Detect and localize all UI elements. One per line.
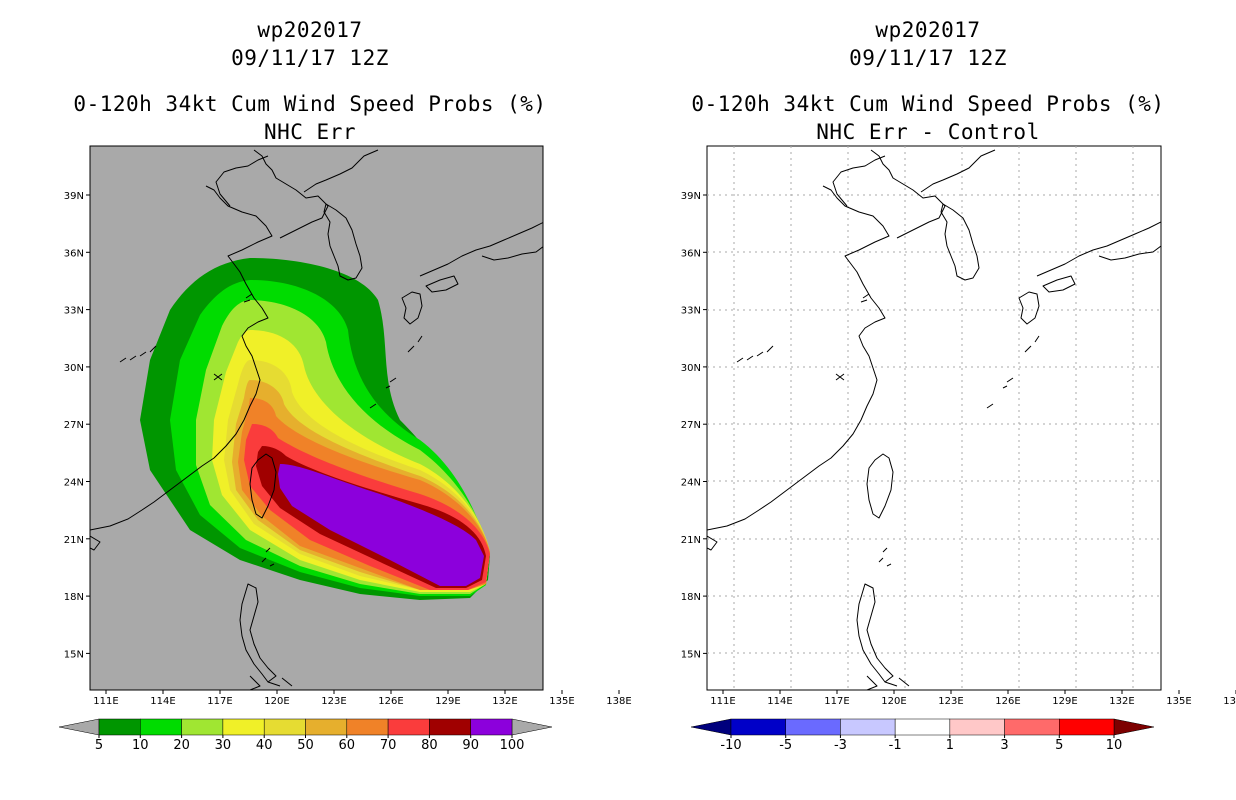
right-colorbar-swatch bbox=[894, 718, 951, 736]
right-graticule bbox=[707, 146, 1161, 690]
left-lat-label: 24N bbox=[64, 478, 84, 489]
left-title-product: 0-120h 34kt Cum Wind Speed Probs (%) bbox=[73, 92, 547, 116]
right-colorbar-label: 3 bbox=[1000, 738, 1008, 753]
left-colorbar-swatch bbox=[429, 718, 471, 736]
right-colorbar-high-arrow bbox=[1113, 718, 1155, 736]
left-lat-label: 33N bbox=[64, 306, 84, 317]
right-lon-label: 132E bbox=[1109, 696, 1134, 707]
left-probability-swath bbox=[90, 149, 543, 690]
left-title-model: NHC Err bbox=[263, 120, 356, 144]
left-lon-label: 126E bbox=[378, 696, 403, 707]
left-lat-label: 39N bbox=[64, 191, 84, 202]
left-lon-label: 114E bbox=[150, 696, 175, 707]
right-colorbar-low-arrow bbox=[690, 718, 732, 736]
left-colorbar-label: 70 bbox=[380, 738, 397, 753]
left-lon-label: 111E bbox=[93, 696, 118, 707]
left-colorbar-swatch bbox=[140, 718, 182, 736]
right-title-storm: wp202017 bbox=[875, 18, 981, 42]
left-colorbar-label: 5 bbox=[95, 738, 103, 753]
left-colorbar-label: 80 bbox=[421, 738, 438, 753]
left-lon-label: 129E bbox=[435, 696, 460, 707]
left-lat-label: 27N bbox=[64, 420, 84, 431]
right-colorbar-swatch bbox=[785, 718, 841, 736]
left-lat-label: 21N bbox=[64, 535, 84, 546]
right-lat-label: 15N bbox=[681, 649, 701, 660]
left-colorbar-swatch bbox=[222, 718, 265, 736]
left-lat-label: 18N bbox=[64, 592, 84, 603]
left-colorbar-label: 60 bbox=[339, 738, 356, 753]
right-lon-label: 117E bbox=[824, 696, 849, 707]
left-colorbar-label: 50 bbox=[297, 738, 314, 753]
left-lon-label: 138E bbox=[606, 696, 631, 707]
left-colorbar-swatch bbox=[346, 718, 389, 736]
right-colorbar-label: -3 bbox=[834, 738, 847, 753]
left-colorbar-swatch bbox=[470, 718, 513, 736]
right-title-model: NHC Err - Control bbox=[816, 120, 1040, 144]
right-lat-label: 39N bbox=[681, 191, 701, 202]
left-title-storm: wp202017 bbox=[257, 18, 363, 42]
left-lon-label: 132E bbox=[492, 696, 517, 707]
left-colorbar: 5 10 20 30 40 50 60 70 80 90 100 bbox=[58, 718, 553, 753]
left-colorbar-label: 30 bbox=[215, 738, 232, 753]
left-colorbar-swatch bbox=[263, 718, 306, 736]
left-lon-label: 120E bbox=[264, 696, 289, 707]
left-colorbar-swatch bbox=[98, 718, 141, 736]
right-colorbar-swatch bbox=[949, 718, 1005, 736]
right-lon-label: 138E bbox=[1223, 696, 1236, 707]
right-colorbar-swatch bbox=[840, 718, 896, 736]
right-colorbar-label: 5 bbox=[1055, 738, 1063, 753]
right-axis-labels: 111E 114E 117E 120E 123E 126E 129E 132E 135E 138E… bbox=[681, 191, 1236, 707]
right-colorbar-swatch bbox=[1004, 718, 1060, 736]
right-lon-label: 129E bbox=[1052, 696, 1077, 707]
left-colorbar-label: 100 bbox=[500, 738, 525, 753]
right-colorbar: -10 -5 -3 -1 1 3 5 10 bbox=[690, 718, 1155, 753]
left-map bbox=[89, 145, 544, 691]
right-colorbar-swatch bbox=[1059, 718, 1115, 736]
right-lon-label: 135E bbox=[1166, 696, 1191, 707]
left-colorbar-swatch bbox=[305, 718, 348, 736]
left-lon-label: 135E bbox=[549, 696, 574, 707]
right-colorbar-label: -5 bbox=[779, 738, 792, 753]
right-colorbar-label: -1 bbox=[889, 738, 902, 753]
left-colorbar-swatch bbox=[181, 718, 224, 736]
right-lat-label: 36N bbox=[681, 248, 701, 259]
right-title-date: 09/11/17 12Z bbox=[849, 46, 1007, 70]
right-lat-label: 27N bbox=[681, 420, 701, 431]
right-colorbar-swatch bbox=[730, 718, 786, 736]
right-lat-label: 33N bbox=[681, 306, 701, 317]
left-lat-label: 15N bbox=[64, 649, 84, 660]
right-colorbar-label: 10 bbox=[1106, 738, 1123, 753]
left-axis-labels: 111E 114E 117E 120E 123E 126E 129E 132E 135E 138E… bbox=[64, 191, 632, 707]
right-lon-label: 126E bbox=[995, 696, 1020, 707]
left-colorbar-swatch bbox=[387, 718, 430, 736]
right-lon-label: 111E bbox=[710, 696, 735, 707]
left-colorbar-label: 90 bbox=[462, 738, 479, 753]
right-lat-label: 18N bbox=[681, 592, 701, 603]
right-map bbox=[706, 145, 1162, 691]
right-colorbar-label: -10 bbox=[720, 738, 741, 753]
right-lat-label: 21N bbox=[681, 535, 701, 546]
left-title-date: 09/11/17 12Z bbox=[231, 46, 389, 70]
left-lon-label: 123E bbox=[321, 696, 346, 707]
right-lon-label: 120E bbox=[881, 696, 906, 707]
right-lon-label: 114E bbox=[767, 696, 792, 707]
left-lon-label: 117E bbox=[207, 696, 232, 707]
left-colorbar-label: 10 bbox=[132, 738, 149, 753]
left-colorbar-label: 40 bbox=[256, 738, 273, 753]
left-colorbar-label: 20 bbox=[173, 738, 190, 753]
right-colorbar-label: 1 bbox=[946, 738, 954, 753]
left-colorbar-low-arrow bbox=[58, 718, 100, 736]
left-lat-label: 36N bbox=[64, 248, 84, 259]
left-colorbar-high-arrow bbox=[511, 718, 553, 736]
right-lat-label: 30N bbox=[681, 363, 701, 374]
right-title-product: 0-120h 34kt Cum Wind Speed Probs (%) bbox=[691, 92, 1165, 116]
right-lat-label: 24N bbox=[681, 478, 701, 489]
right-lon-label: 123E bbox=[938, 696, 963, 707]
left-lat-label: 30N bbox=[64, 363, 84, 374]
